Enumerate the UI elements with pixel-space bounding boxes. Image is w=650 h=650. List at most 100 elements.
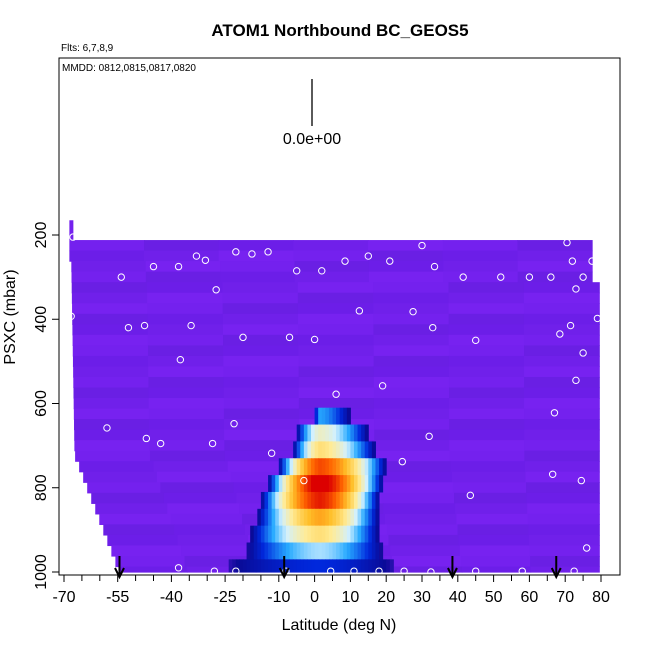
field-cell (293, 250, 369, 262)
plume-cell (375, 525, 380, 544)
field-cell (528, 524, 600, 536)
field-cell (527, 503, 600, 515)
plume-cell (332, 542, 337, 560)
plume-cell (343, 475, 348, 493)
plume-cell (303, 424, 308, 442)
plume-cell (343, 525, 348, 544)
field-cell (524, 387, 600, 399)
observation-marker (232, 567, 240, 575)
x-axis-label: Latitude (deg N) (282, 617, 397, 634)
plume-cell (228, 559, 233, 573)
observation-marker (210, 567, 219, 575)
plume-cell (282, 475, 287, 493)
observation-marker (375, 567, 383, 575)
plume-cell (321, 542, 326, 560)
observation-marker (472, 567, 480, 575)
y-tick-label: 600 (33, 390, 50, 417)
plume-cell (293, 559, 298, 573)
plume-cell (332, 424, 337, 442)
field-cell (73, 408, 150, 420)
field-cell (298, 324, 375, 336)
observation-marker (105, 567, 113, 575)
field-cell (448, 345, 525, 357)
field-cell (218, 250, 294, 262)
plume-cell (336, 559, 341, 573)
observation-marker (563, 238, 571, 247)
plume-cell (296, 424, 301, 442)
plume-cell (307, 475, 312, 493)
field-cell (517, 271, 593, 283)
field-cell (449, 408, 525, 420)
field-cell (458, 534, 530, 547)
field-cell (147, 303, 224, 315)
field-cell (448, 313, 525, 325)
field-cell (294, 271, 370, 283)
y-tick-label: 200 (33, 222, 50, 249)
observation-marker (293, 267, 301, 275)
plume-cell (353, 525, 359, 544)
field-cell (71, 292, 148, 304)
field-cell (95, 503, 168, 515)
field-cell (73, 376, 150, 389)
observation-marker (350, 567, 358, 575)
plume-cell (336, 542, 341, 560)
plume-cell (282, 542, 287, 560)
plume-cell (250, 559, 255, 573)
plume-cell (303, 508, 308, 527)
field-cell (181, 545, 252, 557)
plume-cell (346, 508, 351, 527)
plume-cell (318, 542, 323, 560)
plume-cell (278, 542, 283, 560)
plume-cell (371, 491, 376, 510)
plume-cell (278, 508, 283, 527)
plume-cell (235, 559, 240, 573)
plume-cell (293, 475, 298, 493)
field-cell (223, 334, 299, 346)
field-cell (381, 492, 455, 504)
plume-cell (350, 491, 355, 510)
field-cell (147, 282, 224, 294)
observation-marker (497, 273, 505, 281)
plume-cell (379, 559, 384, 573)
field-cell (528, 534, 600, 547)
field-cell (442, 250, 518, 262)
plume-cell (328, 441, 333, 459)
plume-cell (264, 559, 269, 573)
plume-cell (325, 475, 330, 493)
plume-cell (364, 508, 369, 527)
field-cell (452, 482, 527, 494)
field-cell (523, 324, 600, 336)
plume-cell (271, 525, 276, 544)
plume-cell (353, 559, 359, 573)
field-cell (111, 545, 182, 557)
plume-cell (382, 559, 387, 573)
field-cell (71, 282, 148, 294)
plume-cell (314, 475, 319, 493)
observation-marker (572, 285, 580, 293)
observation-marker (300, 476, 308, 485)
plume-cell (285, 458, 291, 476)
field-cell (443, 261, 519, 273)
field-cell (223, 376, 300, 389)
plume-cell (343, 424, 348, 442)
observation-marker (192, 252, 201, 260)
plume-cell (375, 491, 380, 510)
plume-cell (339, 407, 344, 426)
observation-marker (230, 420, 238, 428)
plume-cell (328, 525, 333, 544)
observation-marker (398, 457, 407, 466)
plume-cell (346, 559, 351, 573)
plume-cell (350, 542, 355, 560)
field-cell (149, 440, 225, 452)
plume-cell (293, 458, 298, 476)
plume-cell (314, 441, 319, 459)
field-cell (153, 461, 229, 473)
field-cell (374, 408, 450, 420)
plume-cell (318, 407, 323, 426)
plume-cell (332, 407, 337, 426)
plume-cell (328, 458, 333, 476)
plume-cell (343, 441, 348, 459)
observation-marker (593, 314, 602, 323)
field-cell (524, 419, 600, 431)
field-cell (145, 261, 221, 273)
